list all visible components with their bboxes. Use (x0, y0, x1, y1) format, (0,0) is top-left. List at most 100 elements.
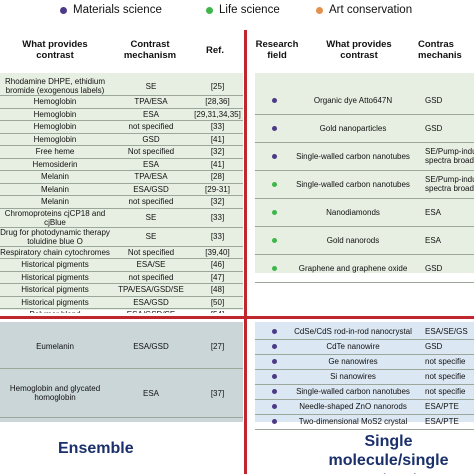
table-row: Hemoglobin and glycated homoglobin ESA [37… (0, 368, 243, 418)
table-row: Hemoglobin not specified [33] (0, 120, 243, 134)
cell-ref: [37] (192, 368, 243, 418)
field-dot-icon (272, 153, 277, 159)
table-row: Historical pigments not specified [47] (0, 271, 243, 284)
cell-what: Historical pigments (0, 296, 110, 309)
table-row: Drug for photodynamic therapy toluidine … (0, 227, 243, 247)
table-row: Free heme Not specified [32] (0, 145, 243, 159)
field-dot-icon (272, 265, 277, 271)
cell-mech: GSD (425, 95, 443, 105)
table-row: Melanin TPA/ESA [28] (0, 170, 243, 184)
cell-what: Hemoglobin (0, 120, 110, 134)
cell-mech: GSD (425, 342, 443, 351)
table-row: Gold nanoparticles GSD (255, 114, 474, 143)
table-row: Hemoglobin ESA [29,31,34,35] (0, 108, 243, 121)
cell-mech: SE/Pump-indu spectra broade (425, 147, 474, 165)
cell-mech: TPA/ESA/GSD/SE (110, 283, 192, 297)
cell-mech: GSD (425, 123, 443, 133)
ensemble-bottom-panel: Eumelanin ESA/GSD [27] Hemoglobin and glyca… (0, 320, 243, 474)
table-row: Melanin not specified [32] (0, 195, 243, 209)
cell-ref: [54] (192, 308, 243, 313)
cell-what: Historical pigments (0, 271, 110, 284)
cell-what: Needle-shaped ZnO nanorods (299, 402, 407, 411)
cell-mech: Not specified (110, 145, 192, 159)
cell-mech: GSD (425, 263, 443, 273)
cell-mech: ESA/GSD (110, 183, 192, 196)
table-row: Melanin ESA/GSD [29-31] (0, 183, 243, 196)
cell-ref: [32] (192, 195, 243, 209)
cell-mech: SE/Pump-indu spectra broade (425, 175, 474, 193)
cell-ref: [33] (192, 120, 243, 134)
legend-item-materials: Materials science (60, 4, 162, 16)
cell-mech: ESA (110, 368, 192, 418)
col-header-what: What provides contrast (326, 39, 392, 61)
table-row: Polymer blendESA/GSD/SE[54] (0, 308, 243, 313)
table-row: Si nanowires not specifie (255, 369, 474, 385)
col-header-what: What provides contrast (22, 39, 88, 61)
cell-what: Eumelanin (0, 324, 110, 369)
dot-icon (206, 6, 213, 14)
field-dot-icon (272, 329, 277, 334)
cell-ref: [32] (192, 145, 243, 159)
dot-icon (316, 6, 323, 14)
cell-ref: [29-31] (192, 183, 243, 196)
table-row: Ge nanowires not specifie (255, 354, 474, 370)
table-row: Historical pigments ESA/GSD [50] (0, 296, 243, 309)
cell-mech: GSD (110, 133, 192, 146)
dot-icon (60, 6, 67, 14)
field-dot-icon (272, 389, 277, 394)
field-dot-icon (272, 181, 277, 187)
field-dot-icon (272, 404, 277, 409)
cell-mech: ESA/PTE (425, 402, 459, 411)
cell-ref: [25] (192, 77, 243, 96)
col-header-mech: Contras mechanis (418, 39, 462, 61)
ensemble-label: Ensemble (58, 440, 134, 457)
table-row: Single-walled carbon nanotubes not specif… (255, 384, 474, 400)
cell-mech: ESA/PTE (425, 417, 459, 426)
cell-mech: not specified (110, 195, 192, 209)
cell-mech: ESA/SE (110, 258, 192, 272)
table-row: Needle-shaped ZnO nanorods ESA/PTE (255, 399, 474, 415)
table-row: Organic dye Atto647N GSD (255, 86, 474, 115)
cell-ref: [48] (192, 283, 243, 297)
field-dot-icon (272, 209, 277, 215)
cell-ref: [33] (192, 227, 243, 247)
cell-what: Ge nanowires (328, 357, 378, 366)
cell-what: Rhodamine DHPE, ethidium bromide (exogen… (0, 77, 110, 96)
cell-mech: not specified (110, 271, 192, 284)
single-top-panel: Research field What provides contrast Co… (250, 30, 474, 313)
cell-mech: SE (110, 77, 192, 96)
cell-what: Single-walled carbon nanotubes (296, 387, 410, 396)
cell-ref: [41] (192, 158, 243, 171)
field-dot-icon (272, 419, 277, 424)
cell-what: CdSe/CdS rod-in-rod nanocrystal (294, 327, 412, 336)
cell-what: Gold nanoparticles (319, 123, 387, 133)
vertical-divider (244, 30, 247, 474)
cell-mech: ESA (425, 235, 442, 245)
cell-mech: not specifie (425, 372, 466, 381)
cell-what: Nanodiamonds (326, 207, 380, 217)
cell-what: Melanin (0, 195, 110, 209)
cell-mech: SE (110, 227, 192, 247)
legend-label: Materials science (73, 4, 162, 16)
cell-what: Single-walled carbon nanotubes (296, 151, 410, 161)
cell-what: Graphene and graphene oxide (298, 263, 408, 273)
cell-ref: [27] (192, 324, 243, 369)
table-row: Historical pigments TPA/ESA/GSD/SE [48] (0, 283, 243, 297)
cell-ref: [41] (192, 133, 243, 146)
panel-background (255, 322, 474, 422)
legend-label: Life science (219, 4, 280, 16)
ensemble-table: Rhodamine DHPE, ethidium bromide (exogen… (0, 77, 243, 313)
cell-what: Hemoglobin (0, 95, 110, 109)
cell-mech: TPA/ESA (110, 170, 192, 184)
cell-what: Free heme (0, 145, 110, 159)
single-bottom-panel: CdSe/CdS rod-in-rod nanocrystal ESA/SE/GS… (250, 320, 474, 474)
cell-what: Drug for photodynamic therapy toluidine … (0, 227, 110, 247)
col-header-field: Research field (255, 39, 299, 61)
field-dot-icon (272, 359, 277, 364)
cell-what: Gold nanorods (326, 235, 380, 245)
field-dot-icon (272, 97, 277, 103)
cell-ref: [47] (192, 271, 243, 284)
cell-what: Melanin (0, 183, 110, 196)
table-row: Nanodiamonds ESA (255, 198, 474, 227)
cell-ref: [46] (192, 258, 243, 272)
